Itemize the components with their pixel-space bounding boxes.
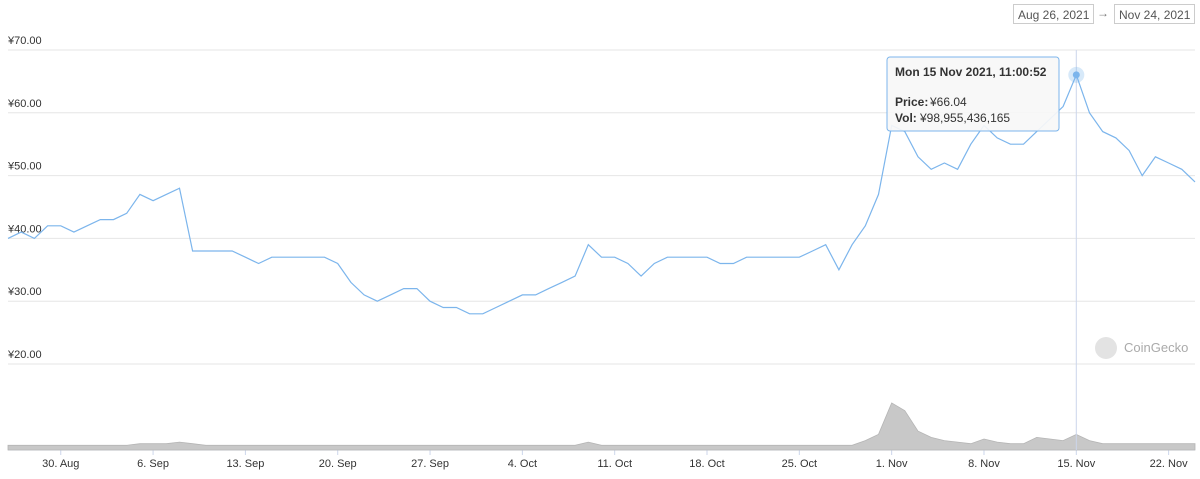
x-tick-label: 25. Oct (782, 458, 817, 470)
tooltip: Mon 15 Nov 2021, 11:00:52 Price: ¥66.04 Vol… (886, 56, 1060, 132)
x-tick-label: 20. Sep (319, 458, 357, 470)
y-tick-label: ¥50.00 (7, 161, 42, 173)
range-end[interactable]: Nov 24, 2021 (1114, 4, 1196, 24)
y-tick-label: ¥60.00 (7, 98, 42, 110)
hover-halo (1068, 66, 1085, 83)
tooltip-price-label: Price: (895, 95, 928, 109)
x-tick-label: 18. Oct (689, 458, 724, 470)
x-tick-label: 13. Sep (226, 458, 264, 470)
y-tick-label: ¥70.00 (7, 35, 42, 47)
y-tick-label: ¥20.00 (7, 349, 42, 361)
x-tick-label: 11. Oct (597, 458, 632, 470)
range-arrow: → (1097, 6, 1109, 20)
x-tick-label: 30. Aug (42, 458, 79, 470)
volume-area (7, 402, 1196, 451)
x-tick-label: 6. Sep (137, 458, 169, 470)
tooltip-vol: ¥98,955,436,165 (919, 111, 1010, 125)
x-tick-label: 15. Nov (1057, 458, 1095, 470)
x-tick-label: 27. Sep (411, 458, 449, 470)
watermark: CoinGecko (1124, 340, 1188, 355)
x-tick-label: 22. Nov (1150, 458, 1188, 470)
y-tick-label: ¥40.00 (7, 223, 42, 235)
hover-point (1072, 71, 1080, 79)
tooltip-price: ¥66.04 (929, 95, 967, 109)
x-tick-label: 1. Nov (876, 458, 908, 470)
y-tick-label: ¥30.00 (7, 286, 42, 298)
tooltip-date: Mon 15 Nov 2021, 11:00:52 (895, 65, 1047, 79)
range-start[interactable]: Aug 26, 2021 (1013, 4, 1095, 24)
watermark-logo (1095, 337, 1117, 359)
x-tick-label: 4. Oct (508, 458, 537, 470)
tooltip-vol-label: Vol: (895, 111, 917, 125)
tooltip-box (886, 56, 1060, 132)
x-tick-label: 8. Nov (968, 458, 1000, 470)
price-line (7, 73, 1196, 315)
